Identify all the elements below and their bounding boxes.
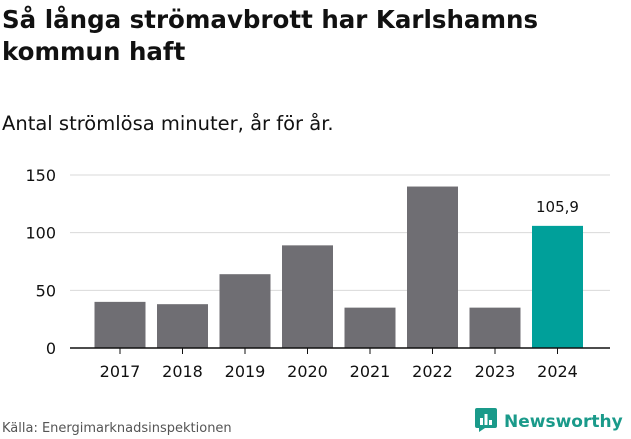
y-axis-ticks: 0 50 100 150 [25,166,56,358]
x-axis-ticks: 2017 2018 2019 2020 2021 2022 2023 2024 [100,348,578,381]
bar-2019 [219,274,271,348]
bar-chart: 0 50 100 150 105,9 2017 2018 2019 2020 2021 2022… [25,166,610,381]
data-labels: 105,9 [536,198,579,216]
y-tick-label: 100 [25,224,56,243]
bar-2022 [407,186,458,348]
y-tick-label: 150 [25,166,56,185]
x-tick-label: 2022 [412,362,453,381]
chart-subtitle: Antal strömlösa minuter, år för år. [2,112,334,135]
source-note: Källa: Energimarknadsinspektionen [2,421,232,436]
x-tick-label: 2020 [287,362,328,381]
bar-2023 [469,307,521,348]
bar-2020 [282,245,333,348]
data-label: 105,9 [536,198,579,216]
x-tick-label: 2019 [225,362,266,381]
x-tick-label: 2018 [162,362,203,381]
x-tick-label: 2024 [537,362,578,381]
newsworthy-logo: Newsworthy [474,408,623,436]
bar-2024 [532,225,583,348]
newsworthy-chart-icon [474,407,498,437]
x-tick-label: 2017 [100,362,141,381]
y-tick-label: 50 [36,281,56,300]
bars [94,186,583,348]
gridlines [70,174,610,291]
bar-2018 [157,304,208,348]
x-tick-label: 2023 [475,362,516,381]
bar-2021 [344,307,396,348]
bar-2017 [94,301,146,348]
chart-title: Så långa strömavbrott har Karlshamns kom… [2,5,539,66]
x-tick-label: 2021 [350,362,391,381]
newsworthy-wordmark: Newsworthy [504,412,623,432]
y-tick-label: 0 [46,339,56,358]
